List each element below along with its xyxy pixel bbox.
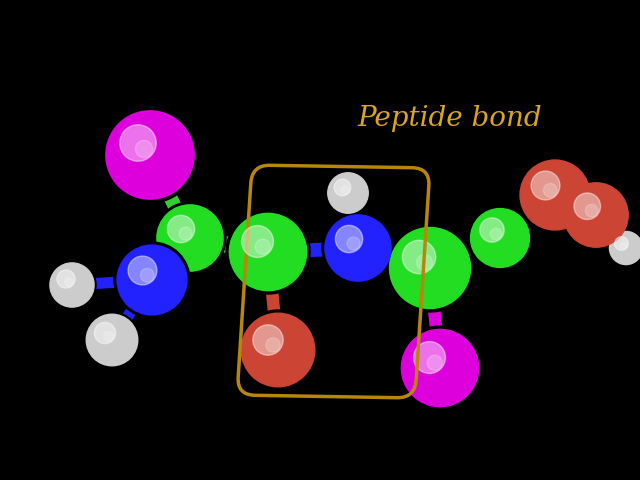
Circle shape — [266, 338, 280, 352]
Circle shape — [531, 171, 560, 200]
Text: Peptide bond: Peptide bond — [358, 105, 542, 132]
Circle shape — [326, 171, 370, 215]
Circle shape — [574, 193, 600, 219]
Circle shape — [325, 215, 391, 281]
Circle shape — [167, 216, 195, 243]
Circle shape — [520, 160, 590, 230]
Circle shape — [341, 186, 349, 194]
Circle shape — [334, 179, 351, 196]
Circle shape — [621, 242, 627, 249]
Circle shape — [386, 224, 474, 312]
Circle shape — [609, 231, 640, 264]
Circle shape — [117, 245, 187, 315]
Circle shape — [84, 312, 140, 368]
Circle shape — [179, 227, 192, 240]
Circle shape — [322, 212, 394, 284]
Circle shape — [335, 225, 363, 252]
Circle shape — [114, 242, 190, 318]
Circle shape — [347, 237, 360, 250]
Circle shape — [102, 107, 198, 203]
Circle shape — [614, 237, 628, 251]
Circle shape — [226, 210, 310, 294]
Circle shape — [140, 268, 154, 282]
Circle shape — [490, 228, 502, 240]
Circle shape — [417, 254, 433, 270]
Circle shape — [401, 329, 479, 407]
Circle shape — [154, 202, 226, 274]
Circle shape — [543, 183, 557, 197]
Circle shape — [255, 239, 270, 254]
Circle shape — [157, 205, 223, 271]
Circle shape — [398, 326, 482, 410]
Circle shape — [468, 206, 532, 270]
Circle shape — [120, 125, 156, 161]
Circle shape — [86, 314, 138, 366]
Circle shape — [238, 310, 318, 390]
Circle shape — [104, 332, 113, 342]
Circle shape — [561, 180, 631, 250]
Circle shape — [480, 218, 504, 242]
Circle shape — [106, 111, 194, 199]
Circle shape — [403, 240, 436, 274]
Circle shape — [229, 213, 307, 290]
Circle shape — [253, 325, 283, 355]
Circle shape — [427, 355, 442, 370]
Circle shape — [136, 140, 152, 157]
Circle shape — [328, 173, 368, 213]
Circle shape — [564, 183, 628, 247]
Circle shape — [94, 323, 116, 344]
Circle shape — [50, 263, 94, 307]
Circle shape — [65, 277, 74, 286]
Circle shape — [390, 228, 470, 309]
Circle shape — [470, 208, 529, 267]
Circle shape — [608, 230, 640, 266]
Circle shape — [241, 313, 315, 387]
Circle shape — [57, 270, 75, 288]
Circle shape — [413, 342, 445, 373]
Circle shape — [586, 204, 598, 217]
Circle shape — [128, 256, 157, 285]
Circle shape — [48, 261, 96, 309]
Circle shape — [241, 226, 273, 257]
Circle shape — [517, 157, 593, 233]
